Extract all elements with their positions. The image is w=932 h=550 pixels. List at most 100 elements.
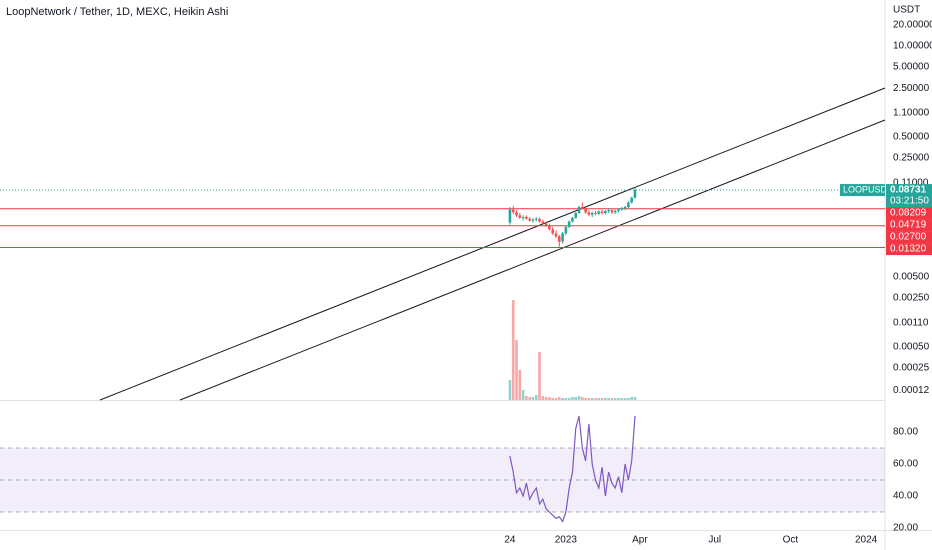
candle-body — [600, 211, 604, 214]
y-tick-label: 0.00110 — [893, 318, 929, 329]
volume-bar — [574, 397, 578, 400]
volume-bar — [511, 300, 515, 400]
candle-body — [544, 223, 548, 226]
countdown-label: 03:21:50 — [890, 196, 929, 207]
y-tick-label: 0.11000 — [893, 178, 929, 189]
candle-body — [561, 233, 564, 242]
y-tick-label: 1.10000 — [893, 108, 930, 119]
volume-bar — [548, 397, 551, 400]
candle-body — [617, 209, 620, 211]
candle-body — [534, 218, 538, 220]
volume-bar — [613, 398, 617, 400]
volume-bar — [607, 398, 610, 400]
candle-body — [541, 221, 545, 224]
candle-body — [581, 207, 584, 209]
price-box — [886, 243, 932, 256]
candle-body — [564, 226, 568, 234]
volume-bar — [541, 396, 545, 400]
volume-bar — [544, 397, 548, 400]
y-tick-label: 5.00000 — [893, 62, 930, 73]
candle-body — [528, 218, 531, 221]
volume-bar — [564, 398, 568, 400]
volume-bar — [508, 380, 512, 400]
symbol-label: LOOPUSDT — [843, 184, 893, 194]
candle-body — [604, 210, 607, 214]
candle-body — [511, 209, 515, 213]
candle-body — [525, 216, 528, 219]
y-tick-label: 0.00050 — [893, 342, 930, 353]
y-tick-label: 0.50000 — [893, 132, 930, 143]
chart-title: LoopNetwork / Tether, 1D, MEXC, Heikin A… — [6, 6, 228, 18]
price-box — [886, 231, 932, 244]
volume-bar — [561, 398, 564, 400]
candle-body — [587, 212, 591, 215]
volume-bar — [554, 398, 558, 400]
hline-label: 0.02700 — [890, 232, 927, 243]
volume-bar — [528, 397, 531, 400]
volume-bar — [623, 398, 627, 400]
volume-bar — [525, 396, 528, 400]
candle-body — [607, 210, 610, 212]
rsi-tick-label: 20.00 — [893, 523, 918, 534]
hline-label: 0.01320 — [890, 244, 927, 255]
candle-body — [584, 208, 587, 213]
x-tick-label: 2023 — [555, 535, 578, 546]
x-tick-label: Jul — [708, 535, 721, 546]
candle-body — [521, 216, 525, 218]
x-tick-label: 24 — [504, 535, 516, 546]
volume-bar — [518, 370, 522, 400]
volume-bar — [620, 398, 624, 400]
volume-bar — [577, 396, 581, 400]
volume-bar — [571, 397, 574, 400]
candle-body — [610, 210, 614, 213]
volume-bar — [557, 397, 561, 400]
candle-body — [557, 236, 561, 242]
volume-bar — [604, 398, 607, 400]
currency: USDT — [893, 5, 920, 16]
candle-body — [594, 213, 597, 215]
y-tick-label: 0.25000 — [893, 153, 930, 164]
volume-bar — [633, 397, 637, 400]
y-tick-label: 20.00000 — [893, 20, 932, 31]
x-tick-label: 2024 — [855, 535, 878, 546]
price-box — [886, 207, 932, 220]
candle-body — [590, 213, 594, 215]
volume-bar — [515, 340, 518, 400]
price-box — [886, 219, 932, 232]
candle-body — [518, 215, 522, 218]
candle-body — [574, 213, 578, 218]
symbol-box — [840, 184, 885, 197]
volume-bar — [521, 390, 525, 400]
hline-label: 0.04719 — [890, 220, 927, 231]
candle-body — [577, 207, 581, 214]
rsi-tick-label: 40.00 — [893, 491, 918, 502]
y-tick-label: 10.00000 — [893, 41, 932, 52]
volume-bar — [538, 352, 541, 400]
volume-bar — [627, 398, 630, 400]
volume-bar — [584, 398, 587, 400]
y-tick-label: 2.50000 — [893, 83, 930, 94]
volume-bar — [630, 397, 633, 400]
candle-body — [620, 208, 624, 210]
volume-bar — [587, 398, 591, 400]
volume-bar — [531, 397, 535, 400]
candle-body — [623, 207, 627, 209]
candle-body — [613, 210, 617, 213]
y-tick-label: 0.00250 — [893, 293, 930, 304]
candle-body — [508, 209, 512, 223]
candle-body — [548, 225, 551, 230]
x-tick-label: Apr — [632, 535, 648, 546]
last-price-label: 0.08731 — [890, 185, 927, 196]
candle-body — [627, 202, 630, 208]
candle-body — [515, 212, 518, 216]
volume-bar — [567, 398, 571, 400]
volume-bar — [597, 398, 601, 400]
price-label: 0.08209 — [890, 208, 927, 219]
rsi-tick-label: 80.00 — [893, 427, 918, 438]
candle-body — [531, 219, 535, 221]
volume-bar — [600, 398, 604, 400]
x-tick-label: Oct — [783, 535, 799, 546]
candle-body — [551, 229, 555, 234]
